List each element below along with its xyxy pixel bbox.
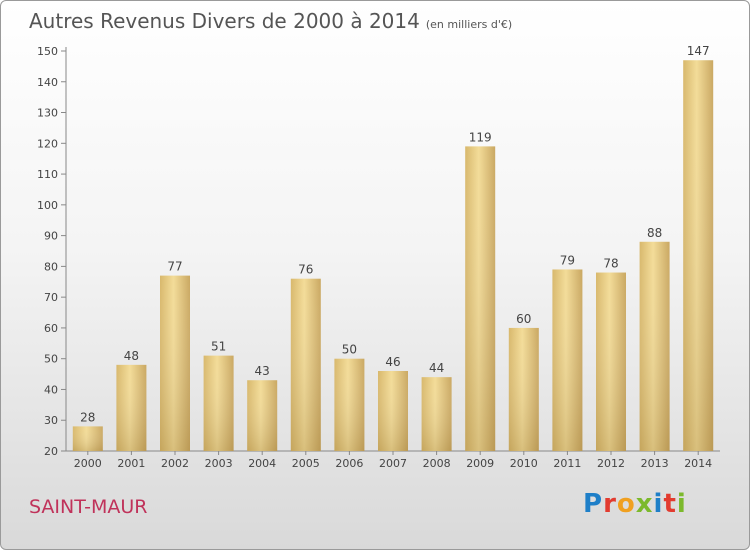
bar-value-label: 43 — [255, 364, 270, 378]
x-tick-label: 2014 — [684, 457, 712, 470]
y-tick-label: 130 — [37, 107, 58, 120]
y-tick-label: 150 — [37, 45, 58, 58]
x-tick-label: 2009 — [466, 457, 494, 470]
logo-letter: t — [663, 489, 677, 519]
y-tick-label: 60 — [44, 322, 58, 335]
chart-title: Autres Revenus Divers de 2000 à 2014 (en … — [29, 9, 512, 33]
bar-value-label: 79 — [560, 253, 575, 267]
bar-shade-2004 — [247, 380, 278, 451]
x-tick-label: 2000 — [74, 457, 102, 470]
x-tick-label: 2003 — [205, 457, 233, 470]
x-tick-label: 2010 — [510, 457, 538, 470]
bar-shade-2002 — [160, 275, 190, 451]
bar-value-label: 76 — [298, 263, 313, 277]
bar-value-label: 48 — [124, 349, 139, 363]
bar-value-label: 147 — [687, 44, 710, 58]
logo-letter: i — [676, 489, 687, 519]
chart-axes: 20 30 40 50 60 70 80 90 100 110 120 130 140 150 2000 20… — [37, 45, 720, 470]
bar-shade-2007 — [378, 371, 408, 451]
chart-bars: 28 48 77 51 43 76 50 46 44 119 60 79 78 88 147 — [72, 44, 714, 451]
x-tick-label: 2005 — [292, 457, 320, 470]
x-tick-label: 2002 — [161, 457, 189, 470]
x-tick-label: 2011 — [553, 457, 581, 470]
x-tick-label: 2008 — [423, 457, 451, 470]
bar-value-label: 51 — [211, 340, 226, 354]
y-tick-label: 50 — [44, 353, 58, 366]
y-tick-label: 110 — [37, 168, 58, 181]
y-tick-label: 140 — [37, 76, 58, 89]
bar-value-label: 119 — [469, 130, 492, 144]
city-label: SAINT-MAUR — [29, 496, 148, 518]
logo-letter: P — [583, 489, 604, 519]
bar-value-label: 50 — [342, 343, 357, 357]
bar-shade-2014 — [683, 60, 714, 451]
bar-shade-2009 — [465, 146, 496, 451]
y-tick-label: 120 — [37, 137, 58, 150]
y-tick-label: 70 — [44, 291, 58, 304]
bar-value-label: 88 — [647, 226, 662, 240]
x-tick-label: 2001 — [117, 457, 145, 470]
bar-value-label: 28 — [80, 410, 95, 424]
bar-shade-2000 — [72, 426, 103, 451]
y-tick-label: 100 — [37, 199, 58, 212]
x-tick-label: 2006 — [335, 457, 363, 470]
bar-shade-2013 — [639, 241, 670, 451]
bar-shade-2008 — [421, 377, 452, 451]
logo-letter: i — [653, 489, 664, 519]
bar-shade-2003 — [203, 355, 234, 451]
y-tick-label: 20 — [44, 445, 58, 458]
y-tick-label: 80 — [44, 260, 58, 273]
chart-subtitle: (en milliers d'€) — [425, 18, 513, 31]
x-tick-label: 2007 — [379, 457, 407, 470]
x-tick-label: 2012 — [597, 457, 625, 470]
bar-shade-2006 — [334, 358, 365, 451]
x-tick-label: 2004 — [248, 457, 276, 470]
y-tick-label: 30 — [44, 414, 58, 427]
proxiti-logo: Proxiti — [583, 489, 687, 519]
logo-letter: o — [616, 489, 636, 519]
bar-shade-2001 — [116, 364, 147, 451]
bar-value-label: 77 — [167, 260, 182, 274]
bar-shade-2005 — [290, 278, 321, 451]
y-tick-label: 90 — [44, 230, 58, 243]
chart-title-text: Autres Revenus Divers de 2000 à 2014 — [29, 9, 420, 33]
x-tick-label: 2013 — [641, 457, 669, 470]
bar-value-label: 78 — [603, 257, 618, 271]
bar-shade-2012 — [596, 272, 626, 451]
bar-shade-2010 — [508, 327, 539, 451]
logo-letter: x — [635, 489, 654, 519]
bar-value-label: 60 — [516, 312, 531, 326]
logo-letter: r — [603, 489, 617, 519]
bar-value-label: 44 — [429, 361, 444, 375]
y-tick-label: 40 — [44, 383, 58, 396]
bar-value-label: 46 — [385, 355, 400, 369]
bar-shade-2011 — [552, 269, 583, 451]
